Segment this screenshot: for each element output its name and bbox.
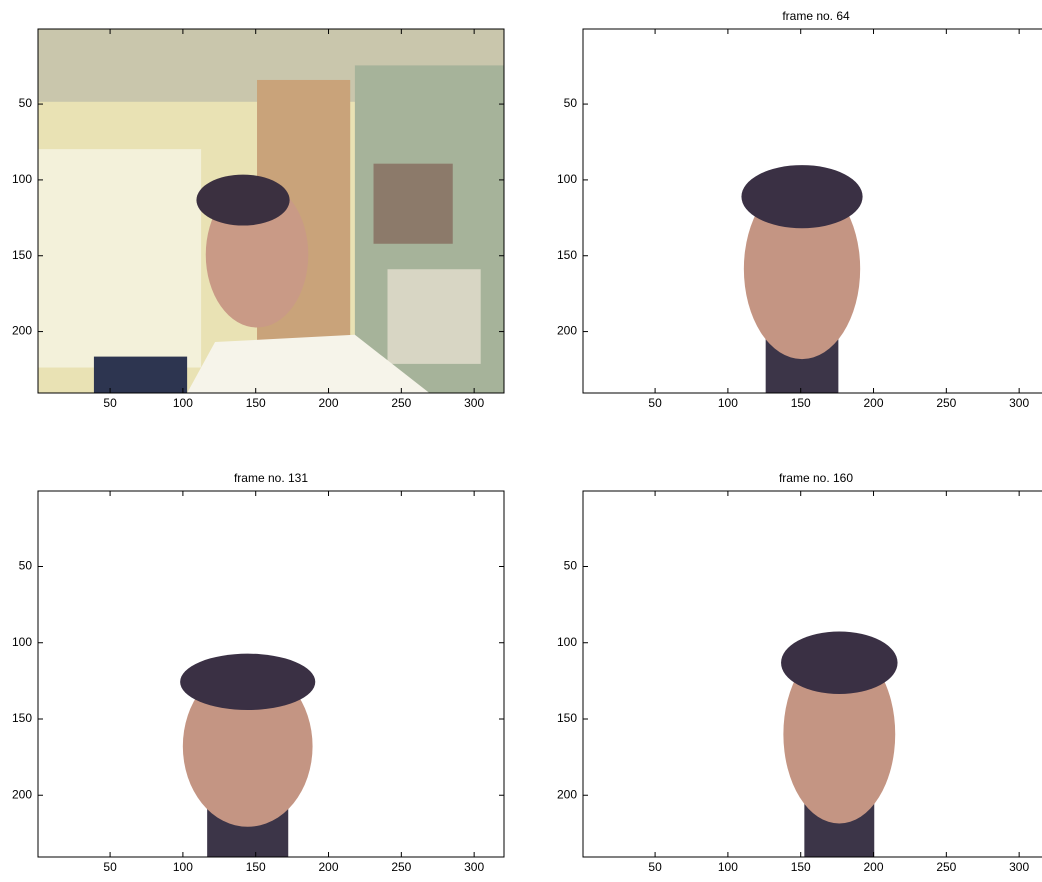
x-tick-label: 250 xyxy=(391,860,411,874)
chart-title: frame no. 131 xyxy=(234,471,308,485)
x-tick-label: 50 xyxy=(648,860,662,874)
figure: 5010015020025030050100150200frame no. 64… xyxy=(0,0,1042,882)
hair xyxy=(741,165,862,228)
subplot: frame no. 160 50 100 150 200 250 300 50 100 150 20… xyxy=(557,471,1042,874)
x-tick-label: 100 xyxy=(718,860,738,874)
poster xyxy=(388,269,481,364)
x-tick-label: 50 xyxy=(103,860,117,874)
x-tick-label: 100 xyxy=(173,860,193,874)
y-tick-label: 200 xyxy=(557,787,577,801)
y-tick-label: 100 xyxy=(557,172,577,186)
x-tick-label: 250 xyxy=(936,396,956,410)
x-tick-label: 250 xyxy=(391,396,411,410)
x-tick-label: 300 xyxy=(464,860,484,874)
y-tick-label: 50 xyxy=(19,559,33,573)
y-tick-label: 100 xyxy=(12,172,32,186)
y-tick-label: 150 xyxy=(12,248,32,262)
x-tick-label: 150 xyxy=(246,396,266,410)
x-tick-label: 100 xyxy=(173,396,193,410)
x-tick-label: 250 xyxy=(936,860,956,874)
x-tick-label: 200 xyxy=(864,396,884,410)
whiteboard xyxy=(38,149,201,367)
x-tick-label: 300 xyxy=(464,396,484,410)
x-tick-label: 300 xyxy=(1009,860,1029,874)
x-tick-label: 50 xyxy=(103,396,117,410)
y-tick-label: 100 xyxy=(557,635,577,649)
x-tick-label: 50 xyxy=(648,396,662,410)
y-tick-label: 150 xyxy=(557,248,577,262)
chart-title: frame no. 160 xyxy=(779,471,853,485)
x-tick-label: 150 xyxy=(791,860,811,874)
poster xyxy=(374,164,453,244)
y-tick-label: 150 xyxy=(12,711,32,725)
y-tick-label: 100 xyxy=(12,635,32,649)
chair xyxy=(94,357,187,393)
y-tick-label: 150 xyxy=(557,711,577,725)
x-tick-label: 200 xyxy=(319,396,339,410)
hair xyxy=(781,632,898,695)
chart-title: frame no. 64 xyxy=(782,9,850,23)
image xyxy=(38,29,504,393)
x-tick-label: 300 xyxy=(1009,396,1029,410)
x-tick-label: 200 xyxy=(864,860,884,874)
y-tick-label: 50 xyxy=(564,559,578,573)
subplot: frame no. 131 50 100 150 200 250 300 50 100 150 20… xyxy=(12,471,504,874)
y-tick-label: 50 xyxy=(19,96,33,110)
subplot: 50 100 150 200 250 300 50 100 150 200 xyxy=(12,29,504,410)
subplot: frame no. 64 50 100 150 200 250 300 50 100 150 200 xyxy=(557,9,1042,410)
x-tick-label: 150 xyxy=(246,860,266,874)
hair xyxy=(180,654,315,710)
x-tick-label: 100 xyxy=(718,396,738,410)
x-tick-label: 200 xyxy=(319,860,339,874)
hair xyxy=(196,175,289,226)
x-tick-label: 150 xyxy=(791,396,811,410)
y-tick-label: 50 xyxy=(564,96,578,110)
y-tick-label: 200 xyxy=(557,324,577,338)
y-tick-label: 200 xyxy=(12,787,32,801)
y-tick-label: 200 xyxy=(12,324,32,338)
